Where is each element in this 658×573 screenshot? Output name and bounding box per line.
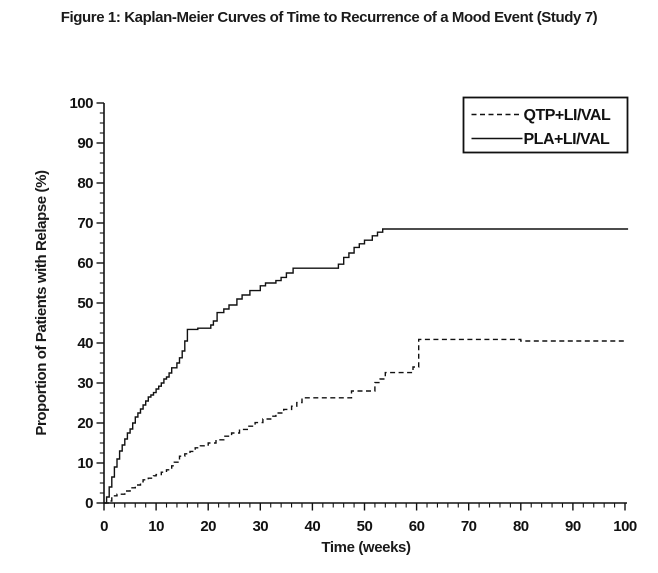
y-axis-label: Proportion of Patients with Relapse (%) [33, 170, 50, 436]
x-tick-label: 100 [613, 518, 637, 535]
km-curve-pla-li-val [104, 228, 629, 504]
legend-box [462, 96, 629, 154]
km-curve-qtp-li-val [104, 338, 627, 504]
y-tick-label: 50 [77, 295, 93, 312]
y-tick-label: 70 [77, 215, 93, 232]
x-tick-label: 90 [565, 518, 581, 535]
x-tick-label: 50 [357, 518, 373, 535]
y-tick-label: 30 [77, 375, 93, 392]
y-tick-label: 60 [77, 255, 93, 272]
x-tick-label: 10 [148, 518, 164, 535]
y-tick-label: 40 [77, 335, 93, 352]
axes-lines [103, 103, 627, 504]
x-tick-label: 80 [513, 518, 529, 535]
x-tick-label: 20 [200, 518, 216, 535]
y-tick-label: 100 [69, 95, 93, 112]
x-tick-label: 30 [252, 518, 268, 535]
figure-title: Figure 1: Kaplan-Meier Curves of Time to… [60, 9, 598, 26]
legend-entry-label: PLA+LI/VAL [524, 131, 611, 148]
legend-entry-label: QTP+LI/VAL [524, 107, 611, 124]
x-tick-label: 60 [409, 518, 425, 535]
y-tick-label: 0 [85, 495, 93, 512]
y-tick-label: 80 [77, 175, 93, 192]
y-tick-label: 20 [77, 415, 93, 432]
x-axis-label: Time (weeks) [321, 539, 411, 556]
y-tick-label: 10 [77, 455, 93, 472]
x-tick-label: 0 [100, 518, 108, 535]
y-tick-label: 90 [77, 135, 93, 152]
x-tick-label: 70 [461, 518, 477, 535]
x-tick-label: 40 [305, 518, 321, 535]
